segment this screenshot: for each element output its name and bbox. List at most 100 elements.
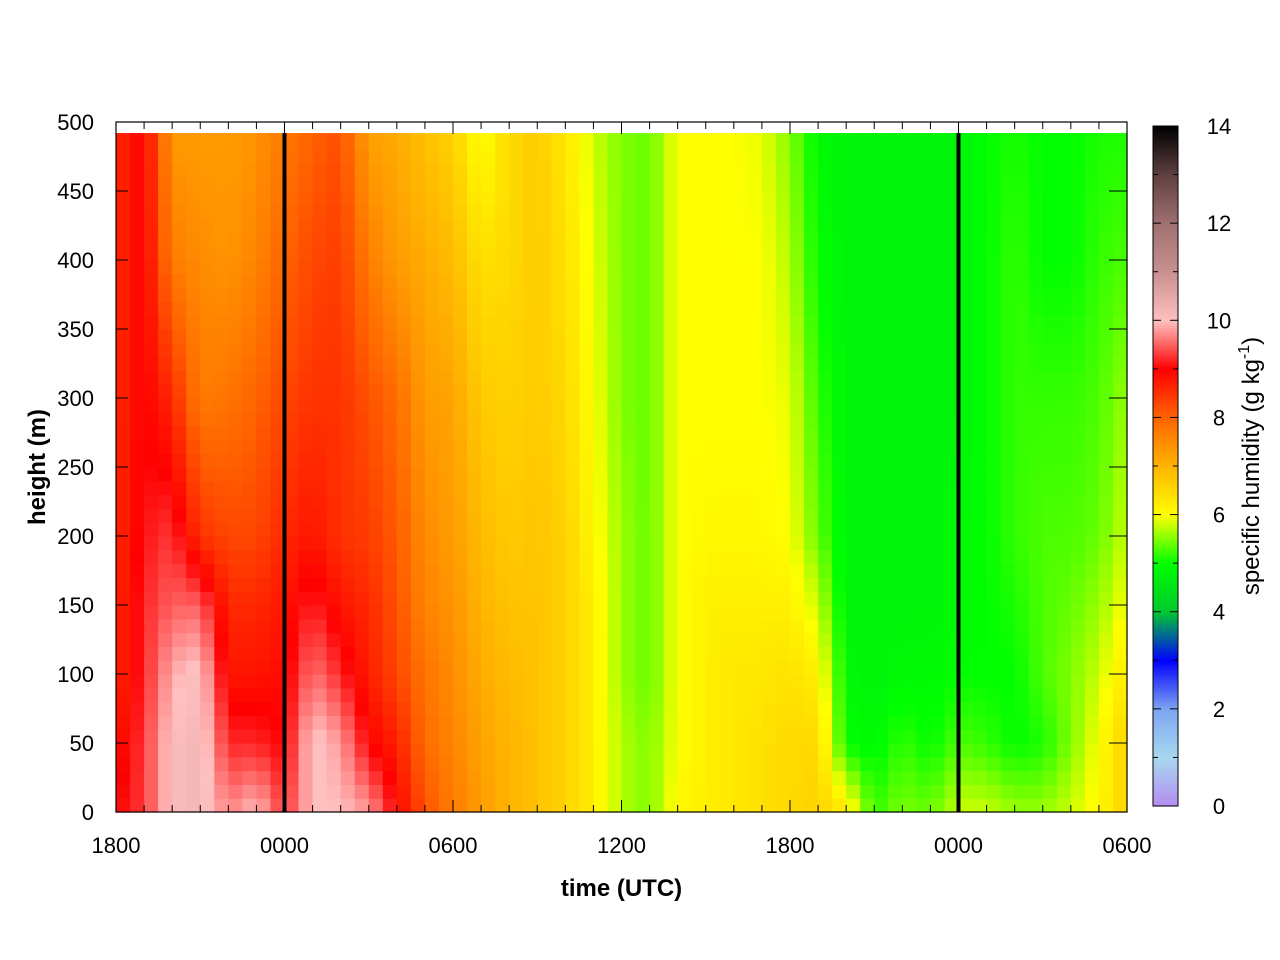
heatmap-cell (719, 135, 735, 151)
heatmap-cell (368, 135, 384, 151)
heatmap-cell (495, 246, 510, 261)
heatmap-cell (1098, 467, 1114, 482)
heatmap-cell (382, 204, 398, 220)
heatmap-cell (804, 204, 819, 220)
heatmap-cell (860, 660, 875, 675)
heatmap-cell (916, 287, 932, 302)
heatmap-cell (986, 287, 1002, 302)
heatmap-cell (130, 356, 145, 371)
heatmap-cell (256, 674, 272, 689)
heatmap-cell (944, 149, 960, 164)
heatmap-cell (846, 191, 861, 206)
heatmap-cell (958, 756, 974, 772)
heatmap-cell (579, 177, 595, 192)
colorbar-cell (1153, 696, 1178, 700)
heatmap-cell (635, 260, 651, 275)
heatmap-cells (116, 133, 1128, 813)
heatmap-cell (1112, 549, 1128, 565)
heatmap-cell (916, 646, 932, 661)
heatmap-cell (256, 204, 272, 220)
heatmap-cell (495, 715, 510, 730)
heatmap-cell (551, 798, 566, 813)
heatmap-cell (551, 301, 566, 316)
heatmap-cell (354, 232, 370, 247)
heatmap-cell (916, 370, 932, 385)
heatmap-cell (551, 729, 566, 744)
heatmap-cell (270, 798, 286, 813)
colorbar-cell (1153, 492, 1178, 496)
heatmap-cell (481, 163, 496, 178)
heatmap-cell (130, 577, 145, 592)
heatmap-cell (916, 232, 932, 247)
heatmap-cell (874, 577, 889, 592)
heatmap-cell (200, 329, 215, 344)
colorbar-cell (1153, 721, 1178, 725)
y-tick-label: 500 (57, 110, 94, 135)
heatmap-cell (677, 770, 693, 785)
heatmap-cell (284, 163, 300, 178)
heatmap-cell (256, 577, 272, 592)
heatmap-cell (298, 729, 314, 744)
heatmap-cell (677, 674, 693, 689)
heatmap-cell (453, 646, 468, 661)
colorbar-cell (1153, 745, 1178, 749)
heatmap-cell (719, 287, 735, 302)
heatmap-cell (340, 494, 356, 509)
heatmap-cell (775, 591, 791, 606)
heatmap-cell (537, 770, 552, 785)
heatmap-cell (438, 508, 454, 523)
heatmap-cell (172, 191, 187, 206)
heatmap-cell (438, 315, 454, 330)
heatmap-cell (424, 398, 440, 413)
heatmap-cell (761, 425, 777, 440)
heatmap-cell (481, 701, 496, 716)
heatmap-cell (438, 260, 454, 275)
heatmap-cell (284, 232, 300, 247)
heatmap-cell (804, 480, 819, 496)
heatmap-cell (733, 494, 749, 509)
colorbar-cell (1153, 366, 1178, 370)
heatmap-cell (1084, 522, 1100, 537)
heatmap-cell (579, 246, 595, 261)
heatmap-cell (1028, 301, 1044, 316)
colorbar-cell (1153, 575, 1178, 579)
colorbar-cell (1153, 483, 1178, 487)
heatmap-cell (635, 467, 651, 482)
heatmap-cell (144, 301, 159, 316)
colorbar-cell (1153, 560, 1178, 564)
heatmap-cell (635, 439, 651, 454)
heatmap-cell (705, 260, 721, 275)
heatmap-cell (453, 315, 468, 330)
heatmap-cell (818, 563, 833, 578)
heatmap-cell (607, 149, 623, 164)
heatmap-cell (1028, 439, 1044, 454)
heatmap-cell (495, 329, 510, 344)
heatmap-cell (719, 729, 735, 744)
heatmap-cell (256, 701, 272, 716)
heatmap-cell (621, 342, 637, 358)
heatmap-cell (902, 549, 917, 565)
heatmap-cell (326, 384, 342, 399)
heatmap-cell (537, 508, 552, 523)
heatmap-cell (116, 522, 131, 537)
heatmap-cell (719, 273, 735, 289)
heatmap-cell (677, 494, 693, 509)
heatmap-cell (481, 218, 496, 233)
heatmap-cell (860, 177, 875, 192)
heatmap-cell (438, 273, 454, 289)
heatmap-cell (326, 646, 342, 661)
heatmap-cell (481, 453, 496, 468)
heatmap-cell (382, 329, 398, 344)
heatmap-cell (944, 301, 960, 316)
heatmap-cell (228, 133, 243, 137)
heatmap-cell (396, 177, 412, 192)
heatmap-cell (1112, 536, 1128, 551)
heatmap-cell (635, 674, 651, 689)
heatmap-cell (509, 287, 524, 302)
heatmap-cell (537, 549, 552, 565)
heatmap-cell (284, 384, 300, 399)
heatmap-cell (382, 260, 398, 275)
heatmap-cell (326, 674, 342, 689)
heatmap-cell (1042, 467, 1058, 482)
heatmap-cell (340, 770, 356, 785)
